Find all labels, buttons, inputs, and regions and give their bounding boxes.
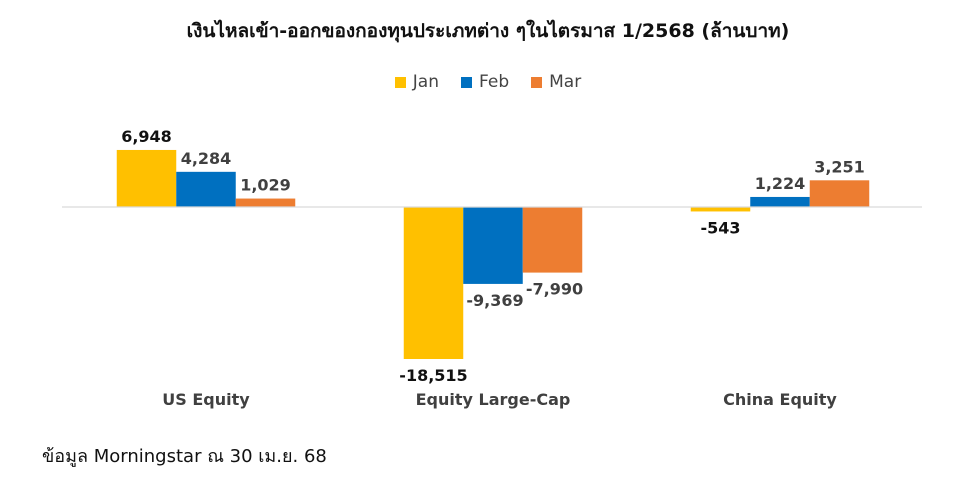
data-label-us-equity-mar: 1,029: [240, 176, 291, 195]
data-label-us-equity-feb: 4,284: [181, 149, 232, 168]
data-label-china-equity-jan: -543: [700, 218, 740, 237]
data-label-china-equity-mar: 3,251: [814, 157, 865, 176]
legend-swatch-jan: [394, 76, 406, 88]
legend-item-mar: Mar: [531, 72, 581, 92]
bar-equity-large-cap-feb: [463, 207, 523, 284]
bar-china-equity-feb: [750, 196, 810, 207]
bar-us-equity-jan: [116, 149, 177, 207]
legend-swatch-feb: [461, 76, 473, 88]
category-label-equity-large-cap: Equity Large-Cap: [416, 390, 571, 409]
legend-label-mar: Mar: [549, 72, 582, 92]
category-label-us-equity: US Equity: [162, 390, 250, 409]
bar-china-equity-jan: [690, 207, 751, 212]
category-label-china-equity: China Equity: [723, 390, 837, 409]
legend-label-feb: Feb: [479, 72, 510, 92]
bar-equity-large-cap-mar: [522, 207, 583, 273]
legend-label-jan: Jan: [412, 72, 440, 92]
legend-item-jan: Jan: [394, 72, 440, 92]
bar-china-equity-mar: [809, 180, 870, 207]
source-note: ข้อมูล Morningstar ณ 30 เม.ย. 68: [42, 446, 327, 467]
legend-swatch-mar: [531, 76, 543, 88]
bar-us-equity-feb: [176, 171, 236, 207]
bar-us-equity-mar: [235, 198, 296, 207]
legend: Jan Feb Mar: [0, 72, 976, 92]
data-label-equity-large-cap-feb: -9,369: [466, 291, 523, 310]
data-label-equity-large-cap-mar: -7,990: [526, 280, 583, 299]
data-label-us-equity-jan: 6,948: [121, 127, 172, 146]
chart-title: เงินไหลเข้า-ออกของกองทุนประเภทต่าง ๆในไต…: [186, 20, 790, 42]
legend-item-feb: Feb: [461, 72, 509, 92]
bar-equity-large-cap-jan: [403, 207, 464, 359]
data-label-equity-large-cap-jan: -18,515: [399, 366, 467, 385]
data-label-china-equity-feb: 1,224: [755, 174, 806, 193]
